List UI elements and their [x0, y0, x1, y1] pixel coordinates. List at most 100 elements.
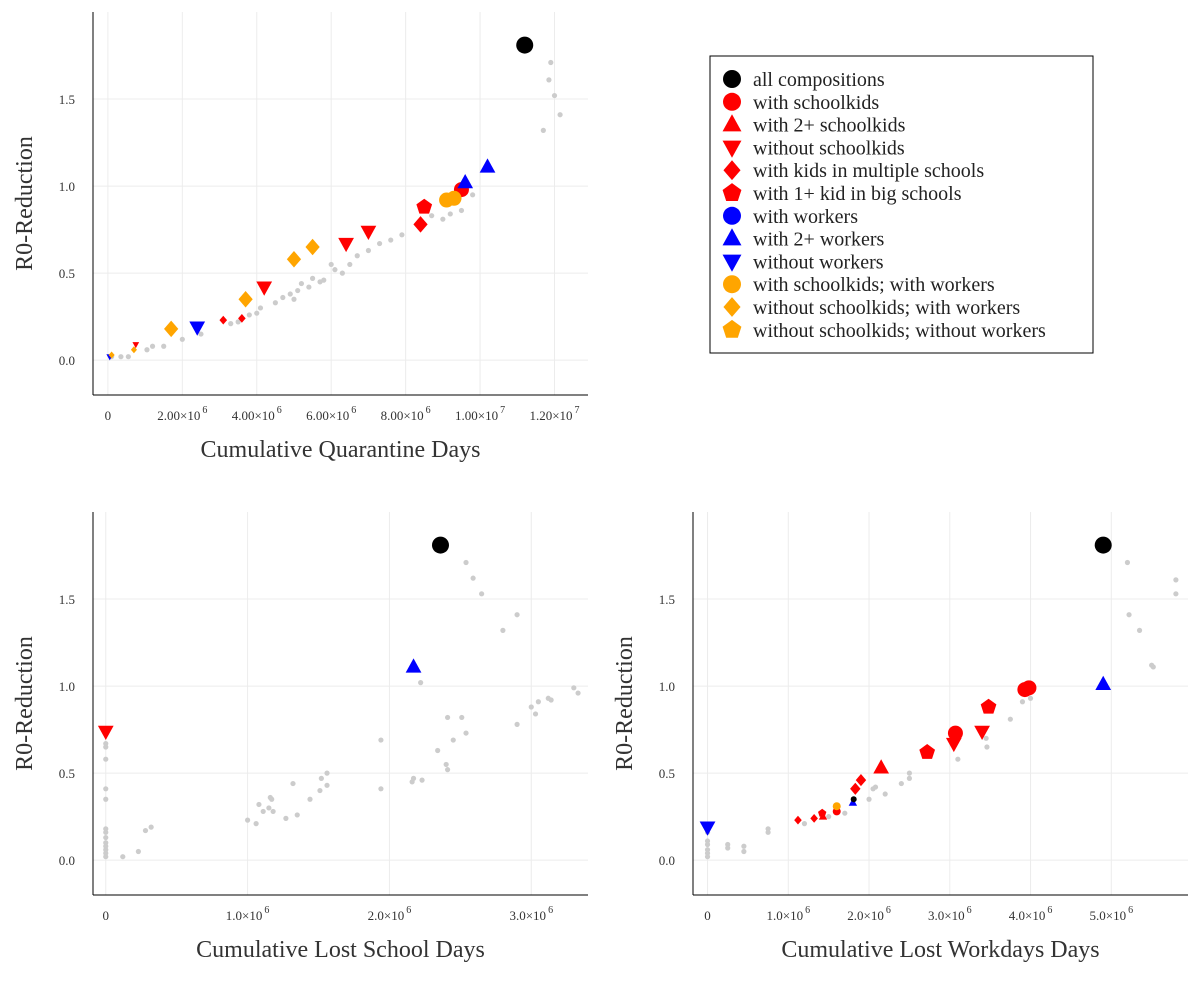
x-tick-label: 4.00×10 6 — [232, 405, 282, 423]
legend-marker-with-2-workers — [722, 228, 742, 246]
background-point — [317, 787, 323, 794]
background-point — [463, 730, 469, 736]
y-tick-label: 1.0 — [659, 679, 675, 694]
legend-marker-without-schoolkids-without-workers — [722, 319, 742, 338]
scatter-panel-lost-workdays: 0.0 0.5 1.0 1.5 0 1.0×10 6 2.0×10 6 3.0×10 6 4.0×10… — [612, 512, 1188, 963]
background-point — [270, 808, 276, 815]
background-point — [866, 796, 872, 802]
legend-marker-with-kids-in-multiple-schools — [723, 160, 741, 181]
legend-marker-without-schoolkids — [722, 140, 742, 158]
background-point — [272, 300, 278, 306]
x-tick-exponent: 6 — [886, 905, 891, 916]
x-tick-exponent: 6 — [426, 405, 431, 416]
background-point — [429, 213, 435, 219]
background-point — [306, 284, 312, 290]
background-point — [571, 685, 577, 691]
background-point — [444, 767, 451, 773]
background-point — [103, 740, 109, 747]
legend-label: without schoolkids; without workers — [753, 320, 1046, 342]
y-tick-label: 1.0 — [59, 179, 75, 194]
background-point — [528, 704, 534, 710]
background-point — [1136, 627, 1143, 633]
legend-label: with workers — [753, 206, 858, 228]
background-point — [826, 814, 832, 820]
point-without-schoolkids-with-workers — [130, 346, 137, 354]
background-point — [410, 775, 417, 781]
background-point — [741, 843, 747, 849]
legend-label: with 2+ schoolkids — [753, 115, 906, 137]
background-point — [103, 840, 109, 846]
background-point — [435, 747, 441, 754]
background-point — [280, 294, 286, 301]
background-point — [704, 838, 711, 844]
background-point — [1173, 577, 1179, 583]
background-point — [548, 59, 554, 66]
x-tick-label: 3.0×10 6 — [509, 905, 553, 923]
legend-marker-with-schoolkids-with-workers — [723, 275, 741, 294]
legend-label: with schoolkids; with workers — [753, 274, 995, 296]
background-point — [246, 312, 252, 318]
point-with-kids-in-multiple-schools — [850, 782, 861, 795]
background-point — [459, 714, 465, 721]
background-point — [450, 737, 456, 743]
point-without-schoolkids-with-workers — [286, 250, 302, 268]
background-point — [244, 817, 251, 823]
x-tick-exponent: 6 — [277, 405, 282, 416]
legend-marker-with-workers — [723, 206, 741, 225]
background-point — [872, 784, 879, 790]
point-with-schoolkids-with-workers — [832, 802, 841, 811]
legend-marker-without-workers — [722, 254, 742, 272]
point-with-schoolkids — [947, 725, 963, 741]
background-point — [955, 756, 961, 762]
background-point — [388, 237, 394, 243]
background-point — [741, 848, 747, 855]
point-with-2-workers — [405, 658, 422, 673]
background-point — [179, 336, 185, 342]
x-tick-exponent: 6 — [967, 905, 972, 916]
y-tick-label: 0.5 — [59, 266, 75, 281]
point-without-schoolkids-with-workers — [305, 238, 320, 256]
background-point — [984, 744, 990, 750]
background-point — [458, 207, 465, 214]
background-point — [118, 354, 124, 360]
background-point — [765, 826, 771, 832]
point-without-schoolkids — [338, 237, 354, 253]
x-axis-label: Cumulative Quarantine Days — [201, 437, 481, 463]
point-all-compositions — [850, 796, 857, 803]
background-point — [906, 770, 913, 776]
background-point — [332, 267, 338, 273]
x-tick-exponent: 7 — [500, 405, 505, 416]
legend-label: with 1+ kid in big schools — [753, 183, 962, 205]
background-point — [198, 331, 204, 337]
background-point — [266, 805, 272, 811]
x-tick-label: 2.0×10 6 — [368, 905, 412, 923]
scatter-panel-quarantine-days: 0.0 0.5 1.0 1.5 0 2.00×10 6 4.00×10 6 6.00×10 6 8.0… — [12, 12, 588, 463]
background-point — [882, 791, 888, 797]
background-point — [725, 841, 731, 848]
x-tick-exponent: 6 — [805, 905, 810, 916]
background-point — [295, 287, 301, 294]
legend-label: with 2+ workers — [753, 229, 884, 251]
point-without-schoolkids — [945, 737, 962, 753]
point-with-kids-in-multiple-schools — [219, 315, 228, 325]
background-point — [365, 247, 372, 254]
x-tick-exponent: 7 — [575, 405, 580, 416]
x-tick-label: 2.0×10 6 — [847, 905, 891, 923]
background-point — [125, 354, 131, 360]
point-without-schoolkids — [360, 225, 377, 240]
background-point — [546, 77, 552, 83]
y-tick-label: 0.5 — [659, 766, 675, 781]
background-point — [463, 559, 469, 566]
background-point — [347, 261, 353, 268]
point-all-compositions — [431, 536, 449, 554]
point-with-kids-in-multiple-schools — [855, 774, 867, 787]
background-point — [309, 275, 316, 281]
background-point — [307, 796, 313, 802]
point-with-kids-in-multiple-schools — [810, 814, 818, 823]
background-point — [1126, 612, 1132, 618]
background-point — [514, 612, 520, 618]
background-point — [479, 591, 485, 597]
point-without-schoolkids — [132, 342, 140, 349]
background-point — [103, 786, 109, 792]
